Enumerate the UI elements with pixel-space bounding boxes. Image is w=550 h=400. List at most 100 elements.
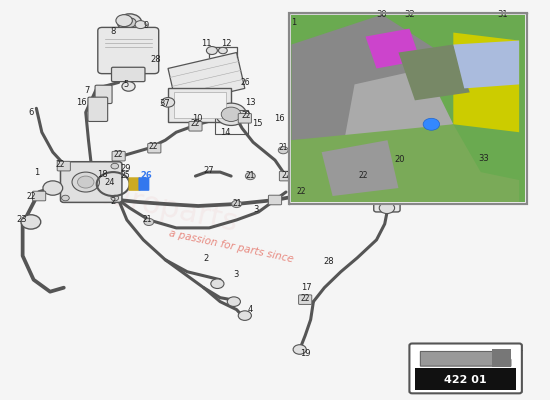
- FancyBboxPatch shape: [238, 114, 251, 123]
- FancyBboxPatch shape: [279, 171, 293, 181]
- Polygon shape: [168, 52, 245, 104]
- Text: 37: 37: [159, 99, 169, 108]
- Text: 31: 31: [514, 344, 524, 353]
- Text: 32: 32: [439, 344, 449, 353]
- Text: 22: 22: [241, 111, 251, 120]
- FancyBboxPatch shape: [268, 195, 282, 205]
- Text: 21: 21: [233, 199, 243, 208]
- Text: a passion for parts since: a passion for parts since: [168, 228, 294, 264]
- Text: 10: 10: [192, 114, 202, 123]
- Text: 8: 8: [111, 27, 116, 36]
- Text: 3: 3: [253, 206, 258, 214]
- FancyBboxPatch shape: [88, 97, 108, 122]
- Text: 22: 22: [148, 142, 158, 151]
- Polygon shape: [344, 68, 453, 156]
- Text: 31: 31: [497, 10, 508, 19]
- Circle shape: [379, 202, 394, 214]
- Text: 14: 14: [221, 128, 231, 137]
- FancyBboxPatch shape: [129, 177, 141, 191]
- FancyBboxPatch shape: [293, 189, 306, 199]
- Text: 22: 22: [358, 171, 367, 180]
- Text: 21: 21: [245, 171, 255, 180]
- Text: 18: 18: [97, 170, 107, 178]
- FancyBboxPatch shape: [299, 295, 312, 304]
- Text: 21: 21: [278, 143, 288, 152]
- Circle shape: [278, 146, 288, 154]
- Text: 17: 17: [301, 283, 312, 292]
- Polygon shape: [453, 40, 519, 88]
- Text: 22: 22: [296, 187, 306, 196]
- Text: 16: 16: [76, 98, 87, 107]
- FancyBboxPatch shape: [112, 151, 125, 161]
- Circle shape: [216, 103, 246, 126]
- Circle shape: [211, 279, 224, 288]
- Circle shape: [72, 172, 100, 192]
- Circle shape: [206, 46, 217, 54]
- Circle shape: [123, 18, 136, 28]
- FancyBboxPatch shape: [168, 88, 231, 122]
- Text: 21: 21: [143, 215, 152, 224]
- Text: 2: 2: [111, 198, 116, 206]
- Text: 4: 4: [248, 305, 253, 314]
- FancyBboxPatch shape: [289, 13, 527, 204]
- Text: 27: 27: [204, 166, 215, 175]
- Circle shape: [116, 15, 133, 27]
- Text: 13: 13: [245, 98, 256, 107]
- Polygon shape: [366, 28, 420, 68]
- Text: 24: 24: [104, 178, 114, 186]
- Text: 422 01: 422 01: [444, 375, 487, 385]
- Circle shape: [122, 82, 135, 91]
- Text: 22: 22: [281, 171, 291, 180]
- Text: 3: 3: [233, 270, 238, 280]
- Text: 30: 30: [377, 10, 387, 19]
- FancyBboxPatch shape: [374, 108, 400, 212]
- FancyBboxPatch shape: [32, 191, 46, 201]
- Text: 32: 32: [404, 10, 415, 19]
- FancyBboxPatch shape: [112, 67, 145, 82]
- FancyBboxPatch shape: [492, 350, 511, 367]
- Circle shape: [238, 311, 251, 320]
- Text: 19: 19: [300, 349, 310, 358]
- Polygon shape: [398, 44, 470, 100]
- Text: 20: 20: [395, 155, 405, 164]
- Text: 22: 22: [300, 294, 310, 303]
- Circle shape: [144, 218, 154, 226]
- Circle shape: [379, 107, 394, 118]
- Text: 5: 5: [123, 80, 128, 89]
- Polygon shape: [420, 352, 511, 366]
- Circle shape: [423, 118, 439, 130]
- Text: 28: 28: [323, 257, 334, 266]
- Circle shape: [162, 98, 174, 107]
- Circle shape: [111, 195, 119, 201]
- Text: 6: 6: [28, 108, 34, 117]
- Circle shape: [232, 200, 241, 208]
- Text: 23: 23: [16, 215, 27, 224]
- Text: 22: 22: [26, 192, 36, 200]
- Circle shape: [62, 195, 69, 201]
- FancyBboxPatch shape: [139, 177, 150, 191]
- Text: 15: 15: [252, 119, 263, 128]
- FancyBboxPatch shape: [98, 28, 159, 74]
- FancyBboxPatch shape: [60, 162, 122, 202]
- Polygon shape: [292, 124, 519, 202]
- Circle shape: [111, 163, 119, 169]
- Text: 26: 26: [240, 78, 250, 87]
- Text: 33: 33: [478, 154, 489, 163]
- FancyBboxPatch shape: [57, 161, 70, 171]
- FancyBboxPatch shape: [189, 122, 202, 131]
- FancyBboxPatch shape: [292, 15, 525, 202]
- Text: 30: 30: [414, 344, 424, 353]
- Text: 22: 22: [191, 119, 200, 128]
- Circle shape: [218, 47, 227, 54]
- Circle shape: [135, 21, 146, 28]
- Polygon shape: [292, 15, 453, 140]
- Text: 1: 1: [292, 18, 297, 27]
- Text: 22: 22: [114, 150, 123, 159]
- Circle shape: [21, 215, 41, 229]
- FancyBboxPatch shape: [359, 171, 372, 181]
- Text: 26: 26: [140, 171, 152, 180]
- Text: 12: 12: [222, 39, 232, 48]
- FancyBboxPatch shape: [95, 85, 112, 104]
- FancyBboxPatch shape: [173, 92, 226, 118]
- Text: 29: 29: [120, 164, 131, 173]
